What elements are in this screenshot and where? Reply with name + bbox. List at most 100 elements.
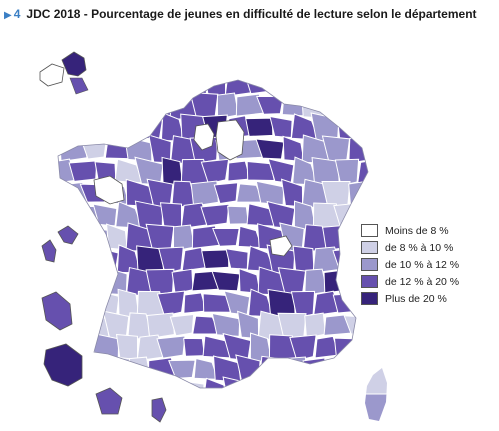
department-shape (94, 80, 120, 95)
department-shape (322, 224, 351, 252)
department-shape (92, 203, 118, 227)
department-shape (90, 245, 119, 273)
france-department-map: Moins de 8 % de 8 % à 10 % de 10 % à 12 … (0, 28, 499, 431)
department-shape (258, 355, 286, 385)
department-shape (271, 80, 293, 93)
legend-label: Moins de 8 % (385, 224, 449, 237)
department-shape (123, 93, 153, 117)
figure-number: 4 (13, 7, 21, 21)
department-shape (367, 137, 368, 162)
legend-label: de 10 % à 12 % (385, 258, 460, 271)
department-shape (211, 312, 241, 337)
department-shape (323, 90, 349, 120)
overseas-small-island (151, 397, 167, 423)
department-shape (59, 136, 88, 163)
department-shape (334, 380, 364, 388)
department-shape (289, 334, 317, 362)
department-shape (323, 359, 353, 379)
legend-label: de 8 % à 10 % (385, 241, 454, 254)
department-shape (346, 92, 368, 121)
figure-title-text: JDC 2018 - Pourcentage de jeunes en diff… (26, 7, 477, 21)
department-shape (323, 268, 352, 294)
department-shape (134, 113, 163, 141)
department-shape (334, 158, 360, 187)
department-shape (365, 368, 387, 395)
department-shape (159, 80, 187, 97)
department-shape (366, 92, 368, 120)
department-shape (288, 379, 318, 388)
figure-title: ▶ 4 JDC 2018 - Pourcentage de jeunes en di… (4, 7, 496, 25)
department-shape (181, 380, 205, 388)
department-shape (337, 80, 361, 99)
department-shape (158, 246, 184, 274)
department-shape (245, 117, 274, 137)
map-legend: Moins de 8 % de 8 % à 10 % de 10 % à 12 … (361, 222, 491, 307)
department-shape (202, 377, 232, 388)
department-shape (70, 290, 100, 316)
department-shape (365, 393, 387, 421)
department-shape (200, 203, 230, 227)
department-shape (95, 117, 119, 138)
department-shape (201, 249, 230, 270)
overseas-mayotte (95, 387, 123, 415)
department-shape (169, 313, 195, 337)
department-shape (255, 138, 285, 160)
overseas-reunion (43, 343, 83, 387)
department-shape (356, 335, 368, 359)
legend-label: de 12 % à 20 % (385, 275, 460, 288)
department-shape (332, 292, 362, 314)
department-shape (190, 180, 219, 207)
legend-item-12-20: de 12 % à 20 % (361, 273, 491, 290)
department-shape (278, 356, 307, 384)
department-shape (216, 92, 240, 120)
department-shape (211, 270, 241, 292)
legend-item-plus-de-20: Plus de 20 % (361, 290, 491, 307)
department-shape (371, 313, 392, 337)
overseas-guadeloupe (39, 51, 89, 95)
department-shape (183, 337, 206, 357)
legend-swatch (361, 258, 378, 271)
department-shape (357, 158, 368, 184)
department-shape (248, 377, 271, 388)
department-shape (356, 80, 368, 99)
legend-label: Plus de 20 % (385, 292, 447, 305)
department-shape (81, 354, 111, 384)
department-shape (315, 381, 338, 388)
department-shape (82, 93, 106, 118)
department-shape (114, 116, 144, 138)
figure-marker-icon: ▶ (4, 10, 12, 21)
department-shape (282, 135, 305, 163)
department-shape (290, 80, 320, 95)
department-shape (238, 267, 261, 294)
department-shape (149, 91, 172, 119)
department-shape (168, 359, 196, 379)
corse-group (365, 368, 387, 421)
department-shape (156, 335, 186, 359)
department-shape (113, 80, 143, 93)
department-shape (58, 203, 76, 227)
department-shape (356, 114, 368, 142)
department-shape (80, 268, 109, 294)
department-shape (68, 114, 98, 140)
metropole-outline (57, 79, 369, 389)
legend-item-10-12: de 10 % à 12 % (361, 256, 491, 273)
department-shape (58, 92, 87, 120)
department-shape (146, 312, 175, 339)
department-shape (304, 312, 327, 339)
department-shape (225, 248, 249, 270)
legend-swatch (361, 224, 378, 237)
department-shape (268, 378, 298, 388)
department-shape (68, 160, 98, 182)
haute-savoie-white-department (269, 235, 293, 257)
vendee-white-department (93, 175, 125, 205)
department-shape (212, 227, 240, 247)
legend-item-moins-de-8: Moins de 8 % (361, 222, 491, 239)
legend-swatch (361, 241, 378, 254)
legend-swatch (361, 292, 378, 305)
department-shape (255, 180, 285, 206)
department-shape (128, 356, 152, 384)
seine-et-marne-white (215, 119, 245, 161)
department-shape (60, 271, 88, 291)
overseas-guyane (41, 291, 73, 331)
overseas-martinique (41, 225, 79, 263)
